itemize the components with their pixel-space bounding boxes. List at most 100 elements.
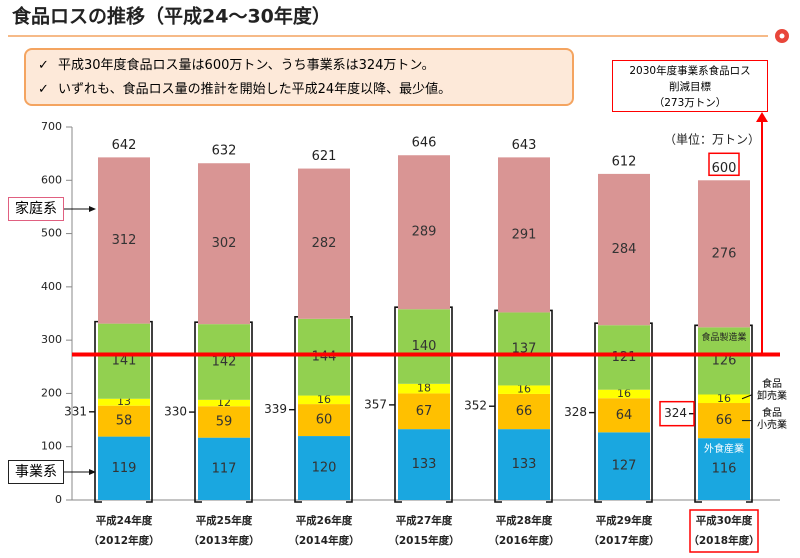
y-tick-label: 400 bbox=[41, 280, 62, 293]
chart-title: 食品ロスの推移（平成24～30年度） bbox=[12, 5, 331, 28]
segment-value: 282 bbox=[312, 236, 337, 251]
bar-segment bbox=[198, 406, 250, 438]
target-arrowhead bbox=[756, 112, 768, 122]
x-tick-sublabel: （2012年度） bbox=[88, 534, 159, 547]
legend-label: 外食産業 bbox=[704, 442, 744, 455]
segment-value: 66 bbox=[516, 404, 533, 419]
x-tick-sublabel: （2015年度） bbox=[388, 534, 459, 547]
x-tick-label: 平成26年度 bbox=[296, 514, 353, 527]
segment-value: 18 bbox=[417, 382, 431, 395]
bar-segment bbox=[298, 404, 350, 437]
business-total: 352 bbox=[464, 399, 487, 413]
x-tick-label: 平成27年度 bbox=[396, 514, 453, 527]
bar-segment bbox=[198, 163, 250, 325]
segment-value: 127 bbox=[612, 459, 637, 474]
bar-segment bbox=[98, 436, 150, 500]
segment-value: 119 bbox=[112, 461, 137, 476]
segment-value: 64 bbox=[616, 408, 633, 423]
segment-value: 140 bbox=[412, 339, 437, 354]
segment-value: 276 bbox=[712, 246, 737, 261]
bar-segment bbox=[698, 327, 750, 395]
x-tick-label: 平成30年度 bbox=[696, 514, 753, 527]
x-tick-label: 平成29年度 bbox=[596, 514, 653, 527]
business-total: 324 bbox=[664, 406, 687, 420]
check-icon: ✓ bbox=[38, 58, 49, 73]
bar-segment bbox=[98, 405, 150, 437]
bar-segment bbox=[398, 393, 450, 430]
bar-segment bbox=[698, 394, 750, 404]
segment-value: 59 bbox=[216, 414, 233, 429]
y-tick-label: 200 bbox=[41, 386, 62, 399]
segment-value: 16 bbox=[517, 383, 531, 396]
legend-label: 食品 卸売業 bbox=[757, 378, 787, 402]
x-tick-sublabel: （2017年度） bbox=[588, 534, 659, 547]
segment-value: 141 bbox=[112, 354, 137, 369]
y-tick-label: 600 bbox=[41, 173, 62, 186]
bar-total: 612 bbox=[612, 154, 637, 169]
bar-segment bbox=[98, 323, 150, 399]
segment-value: 66 bbox=[716, 413, 733, 428]
highlight-category bbox=[689, 509, 759, 553]
x-tick-sublabel: （2018年度） bbox=[688, 534, 759, 547]
x-tick-label: 平成25年度 bbox=[196, 514, 253, 527]
x-tick-sublabel: （2013年度） bbox=[188, 534, 259, 547]
bar-segment bbox=[98, 157, 150, 324]
target-box: 2030年度事業系食品ロス 削減目標 （273万トン） bbox=[612, 60, 768, 112]
bar-segment bbox=[298, 395, 350, 405]
bar-total: 646 bbox=[412, 136, 437, 151]
note-line: ✓ 平成30年度食品ロス量は600万トン、うち事業系は324万トン。 bbox=[36, 54, 562, 78]
x-tick-label: 平成24年度 bbox=[96, 514, 153, 527]
bar-segment bbox=[598, 432, 650, 500]
business-arrowhead bbox=[89, 469, 96, 475]
segment-value: 312 bbox=[112, 233, 137, 248]
unit-label: （単位：万トン） bbox=[664, 132, 760, 147]
bar-segment bbox=[398, 429, 450, 500]
bar-total: 642 bbox=[112, 138, 137, 153]
segment-value: 16 bbox=[717, 392, 731, 405]
segment-value: 291 bbox=[512, 227, 537, 242]
segment-value: 16 bbox=[317, 393, 331, 406]
bar-segment bbox=[198, 399, 250, 407]
bar-segment bbox=[398, 309, 450, 384]
segment-value: 284 bbox=[612, 242, 637, 257]
bar-segment bbox=[198, 324, 250, 400]
bar-segment bbox=[398, 155, 450, 310]
legend-label: 食品製造業 bbox=[701, 331, 746, 343]
y-tick-label: 300 bbox=[41, 333, 62, 346]
segment-value: 67 bbox=[416, 404, 433, 419]
household-label: 家庭系 bbox=[8, 197, 64, 221]
bar-segment bbox=[598, 398, 650, 433]
notes-box: ✓ 平成30年度食品ロス量は600万トン、うち事業系は324万トン。 ✓ いずれも、食… bbox=[24, 48, 574, 106]
check-icon: ✓ bbox=[38, 82, 49, 97]
y-tick-label: 0 bbox=[55, 493, 62, 506]
business-total: 331 bbox=[64, 404, 87, 418]
bar-segment bbox=[298, 318, 350, 396]
segment-value: 302 bbox=[212, 236, 237, 251]
bar-segment bbox=[298, 436, 350, 500]
bar-total: 632 bbox=[212, 144, 237, 159]
x-tick-sublabel: （2016年度） bbox=[488, 534, 559, 547]
business-total: 328 bbox=[564, 405, 587, 419]
highlight-business bbox=[659, 400, 695, 427]
x-tick-label: 平成28年度 bbox=[496, 514, 553, 527]
business-total: 339 bbox=[264, 402, 287, 416]
highlight-total bbox=[708, 152, 740, 177]
business-label: 事業系 bbox=[8, 460, 64, 484]
y-tick-label: 100 bbox=[41, 440, 62, 453]
bar-segment bbox=[598, 173, 650, 326]
bar-total: 643 bbox=[512, 138, 537, 153]
note-line: ✓ いずれも、食品ロス量の推計を開始した平成24年度以降、最少値。 bbox=[36, 78, 562, 102]
bar-segment bbox=[298, 168, 350, 319]
bar-segment bbox=[698, 438, 750, 500]
bar-segment bbox=[598, 325, 650, 390]
segment-value: 58 bbox=[116, 414, 133, 429]
y-tick-label: 500 bbox=[41, 227, 62, 240]
bar-segment bbox=[598, 389, 650, 399]
bar-segment bbox=[398, 383, 450, 394]
bar-segment bbox=[698, 180, 750, 328]
segment-value: 144 bbox=[312, 350, 337, 365]
household-arrowhead bbox=[89, 206, 96, 212]
bar-segment bbox=[698, 403, 750, 439]
